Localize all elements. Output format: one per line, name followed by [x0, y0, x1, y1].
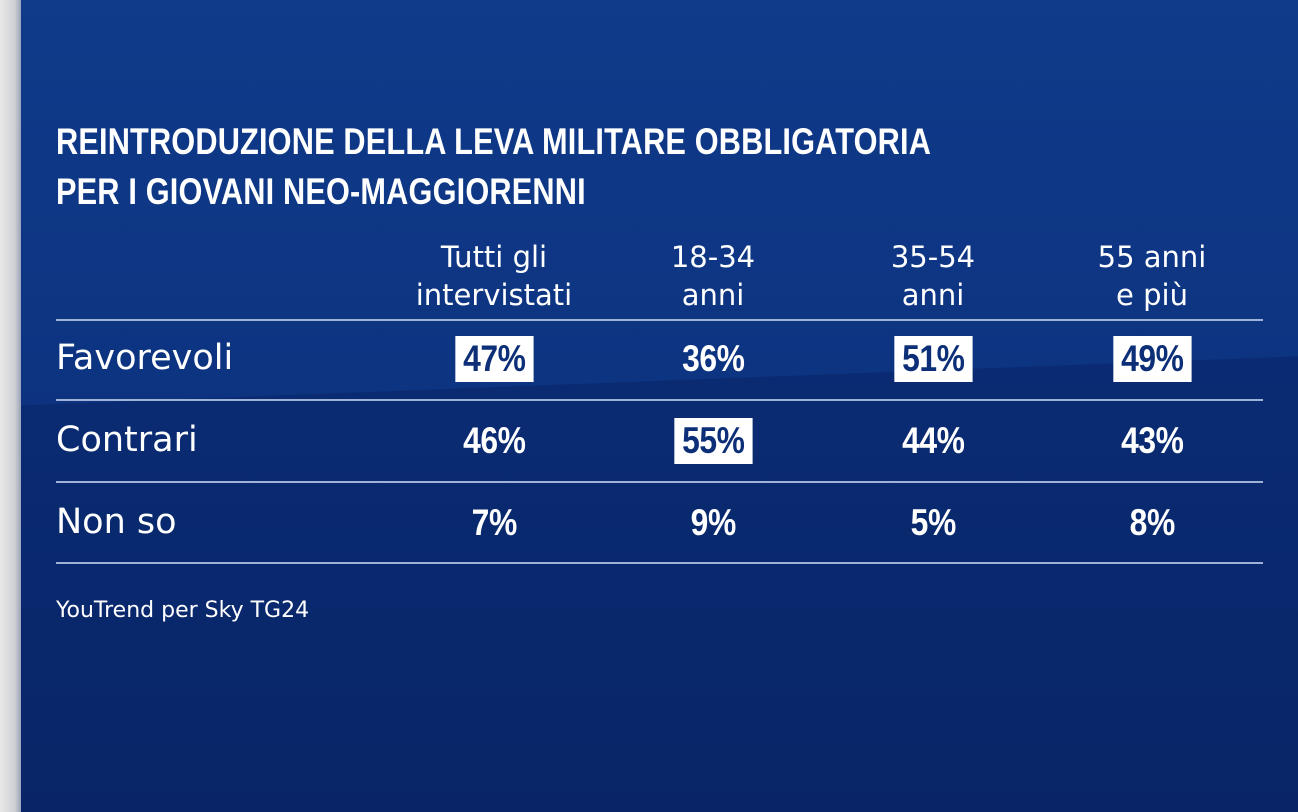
column-header-line: intervistati: [415, 278, 573, 312]
value-label: 44%: [901, 420, 965, 461]
table-cell: 5%: [823, 500, 1043, 546]
divider-line: [56, 319, 1263, 321]
highlighted-value-label: 49%: [1113, 336, 1191, 382]
source-credit: YouTrend per Sky TG24: [56, 598, 310, 623]
value-label: 5%: [910, 502, 956, 543]
row-label-non-so: Non so: [56, 502, 177, 542]
title-line-1: REINTRODUZIONE DELLA LEVA MILITARE OBBLI…: [56, 121, 932, 162]
table-cell: 44%: [823, 418, 1043, 464]
table-cell: 55%: [603, 418, 823, 464]
value-label: 8%: [1129, 502, 1175, 543]
value-label: 9%: [690, 502, 736, 543]
table-cell: 9%: [603, 500, 823, 546]
column-header-all: Tutti gli intervistati: [384, 238, 604, 314]
graphic-panel: [21, 0, 1298, 812]
column-header-line: 18-34: [670, 240, 756, 274]
title-line-2: PER I GIOVANI NEO-MAGGIORENNI: [56, 171, 586, 212]
table-cell: 46%: [384, 418, 604, 464]
column-header-18-34: 18-34 anni: [603, 238, 823, 314]
value-label: 46%: [462, 420, 526, 461]
table-cell: 47%: [384, 336, 604, 382]
column-header-line: 55 anni: [1097, 240, 1207, 274]
column-header-line: Tutti gli: [440, 240, 548, 274]
value-label: 36%: [681, 338, 745, 379]
column-header-55-plus: 55 anni e più: [1042, 238, 1262, 314]
column-header-line: anni: [681, 278, 745, 312]
value-label: 43%: [1120, 420, 1184, 461]
table-cell: 8%: [1042, 500, 1262, 546]
table-cell: 43%: [1042, 418, 1262, 464]
value-label: 7%: [471, 502, 517, 543]
table-cell: 7%: [384, 500, 604, 546]
chart-title: REINTRODUZIONE DELLA LEVA MILITARE OBBLI…: [56, 117, 931, 217]
row-label-contrari: Contrari: [56, 420, 198, 460]
left-edge-bar: [0, 0, 21, 812]
column-header-line: anni: [901, 278, 965, 312]
table-cell: 49%: [1042, 336, 1262, 382]
table-cell: 36%: [603, 336, 823, 382]
row-label-favorevoli: Favorevoli: [56, 338, 234, 378]
divider-line: [56, 399, 1263, 401]
column-header-35-54: 35-54 anni: [823, 238, 1043, 314]
divider-line: [56, 562, 1263, 564]
highlighted-value-label: 47%: [455, 336, 533, 382]
table-cell: 51%: [823, 336, 1043, 382]
highlighted-value-label: 55%: [674, 418, 752, 464]
column-header-line: 35-54: [890, 240, 976, 274]
column-header-line: e più: [1116, 278, 1188, 312]
divider-line: [56, 481, 1263, 483]
highlighted-value-label: 51%: [894, 336, 972, 382]
